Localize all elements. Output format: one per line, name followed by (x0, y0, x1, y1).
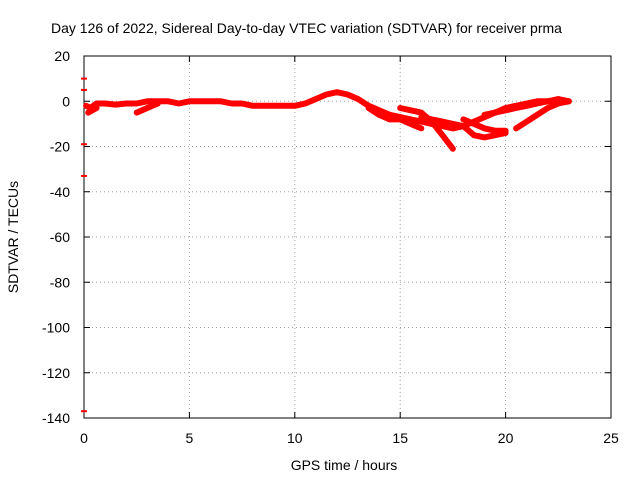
x-tick-label: 0 (80, 430, 88, 446)
y-tick-label: -100 (42, 320, 70, 336)
axis-ticks (83, 55, 612, 419)
series-track-4 (365, 105, 425, 132)
x-axis-label: GPS time / hours (291, 457, 398, 473)
y-tick-label: -60 (50, 229, 70, 245)
x-tick-label: 20 (498, 430, 514, 446)
series-track-6 (418, 114, 509, 141)
plot-frame (83, 55, 612, 419)
series-track-2 (85, 105, 100, 116)
x-tick-label: 15 (392, 430, 408, 446)
y-tick-label: -140 (42, 410, 70, 426)
y-tick-labels: -140 -120 -100 -80 -60 -40 -20 0 20 (42, 48, 70, 426)
grid (84, 56, 611, 418)
x-tick-labels: 0 5 10 15 20 25 (80, 430, 619, 446)
y-tick-label: -20 (50, 139, 70, 155)
series-track-7 (460, 116, 509, 134)
y-axis-label: SDTVAR / TECUs (5, 181, 21, 293)
y-tick-label: 20 (54, 48, 70, 64)
y-tick-label: -40 (50, 184, 70, 200)
data-series (81, 77, 572, 413)
x-tick-label: 10 (287, 430, 303, 446)
y-tick-label: -120 (42, 365, 70, 381)
y-tick-label: 0 (62, 93, 70, 109)
x-tick-label: 5 (186, 430, 194, 446)
series-track-8 (481, 98, 572, 118)
chart-title: Day 126 of 2022, Sidereal Day-to-day VTE… (51, 20, 562, 36)
series-track-9 (513, 98, 572, 132)
y-tick-label: -80 (50, 274, 70, 290)
x-tick-label: 25 (603, 430, 619, 446)
series-track-3 (133, 100, 161, 116)
